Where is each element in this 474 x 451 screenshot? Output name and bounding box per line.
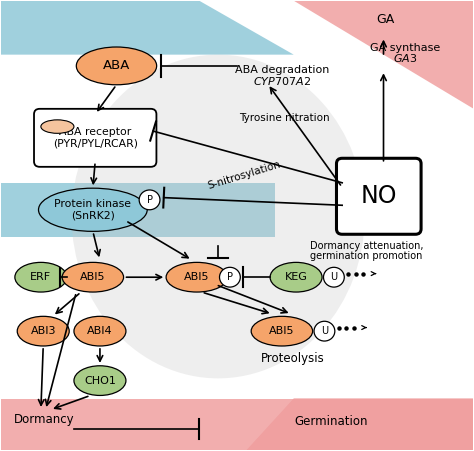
Circle shape [323, 267, 344, 287]
Ellipse shape [62, 262, 124, 292]
Polygon shape [199, 1, 474, 109]
Text: ABI5: ABI5 [80, 272, 106, 282]
Text: Germination: Germination [295, 414, 368, 428]
Circle shape [314, 321, 335, 341]
Text: KEG: KEG [285, 272, 308, 282]
Text: S-nitrosylation: S-nitrosylation [206, 159, 282, 191]
Text: germination promotion: germination promotion [310, 251, 423, 261]
Ellipse shape [74, 316, 126, 346]
Polygon shape [0, 183, 275, 237]
Circle shape [219, 267, 240, 287]
Text: ABA: ABA [103, 60, 130, 73]
Text: ABI4: ABI4 [87, 326, 113, 336]
Ellipse shape [15, 262, 67, 292]
Text: U: U [330, 272, 337, 282]
Polygon shape [0, 399, 474, 450]
Polygon shape [0, 399, 474, 450]
Text: P: P [146, 195, 153, 205]
Ellipse shape [251, 316, 313, 346]
Ellipse shape [17, 316, 69, 346]
Text: $\it{CYP707A2}$: $\it{CYP707A2}$ [253, 75, 311, 87]
Text: Dormancy: Dormancy [14, 413, 74, 426]
Text: ABI5: ABI5 [184, 272, 210, 282]
Ellipse shape [166, 262, 228, 292]
Circle shape [139, 190, 160, 210]
Text: CHO1: CHO1 [84, 376, 116, 386]
Text: ABA receptor
(PYR/PYL/RCAR): ABA receptor (PYR/PYL/RCAR) [53, 127, 138, 149]
Ellipse shape [72, 55, 365, 378]
Text: ABA degradation: ABA degradation [235, 65, 329, 75]
FancyBboxPatch shape [34, 109, 156, 167]
Ellipse shape [270, 262, 322, 292]
Ellipse shape [38, 188, 147, 231]
Polygon shape [0, 1, 294, 55]
Ellipse shape [76, 47, 156, 85]
Text: GA synthase: GA synthase [370, 43, 440, 53]
Text: $\it{GA3}$: $\it{GA3}$ [393, 52, 418, 64]
FancyBboxPatch shape [337, 158, 421, 234]
Text: ABI5: ABI5 [269, 326, 295, 336]
Text: Proteolysis: Proteolysis [261, 352, 325, 365]
Text: U: U [321, 326, 328, 336]
Ellipse shape [74, 366, 126, 396]
Text: ABI3: ABI3 [30, 326, 56, 336]
Text: P: P [227, 272, 233, 282]
Bar [0, 399, 474, 450]
Text: Tyrosine nitration: Tyrosine nitration [239, 113, 330, 123]
Text: Dormancy attenuation,: Dormancy attenuation, [310, 241, 424, 251]
Ellipse shape [41, 120, 74, 133]
Text: ERF: ERF [30, 272, 51, 282]
Text: GA: GA [377, 13, 395, 26]
Text: Protein kinase
(SnRK2): Protein kinase (SnRK2) [55, 199, 131, 221]
Text: NO: NO [361, 184, 397, 208]
